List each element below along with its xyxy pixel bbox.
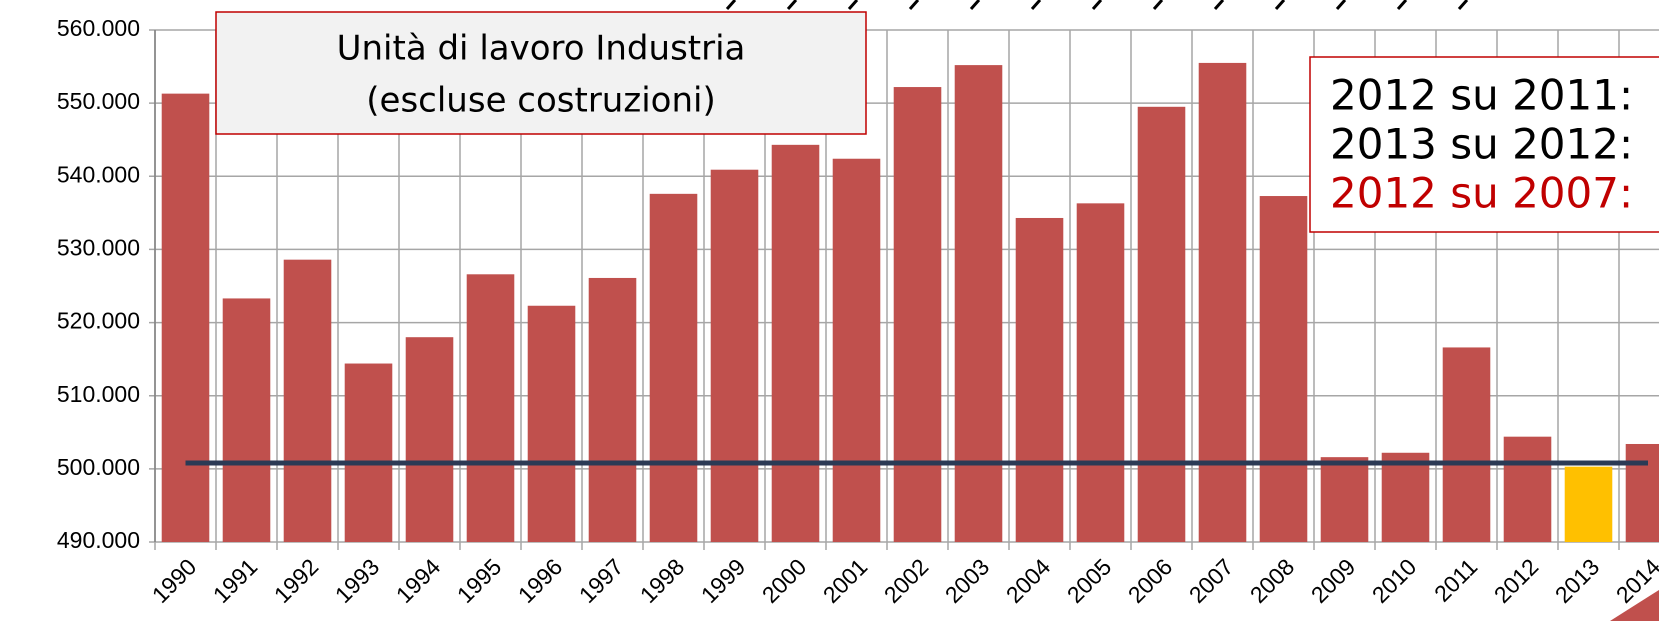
y-tick-label: 550.000: [57, 88, 140, 114]
chart-title: (escluse costruzioni): [366, 81, 715, 121]
decoration: [786, 0, 798, 10]
bar: [161, 93, 210, 543]
bar: [1320, 457, 1369, 542]
decoration: [1152, 0, 1164, 10]
decoration: [1457, 0, 1469, 10]
bar: [954, 65, 1003, 542]
decoration: [725, 0, 737, 10]
x-tick-label: 1995: [452, 553, 507, 608]
x-tick-label: 2009: [1306, 553, 1361, 608]
annotation: 2013 su 2012:: [1330, 120, 1633, 169]
decoration: [1091, 0, 1103, 10]
y-tick-label: 560.000: [57, 15, 140, 41]
bar: [649, 193, 698, 542]
y-tick-label: 500.000: [57, 454, 140, 480]
bar: [1259, 196, 1308, 542]
decoration: [1610, 590, 1659, 621]
x-tick-label: 2004: [1001, 553, 1056, 608]
x-tick-label: 1996: [513, 553, 568, 608]
annotation: 2012 su 2011:: [1330, 71, 1633, 120]
bar: [1625, 443, 1659, 542]
bar: [466, 274, 515, 542]
bar: [1564, 466, 1613, 542]
title-box: [215, 11, 867, 135]
x-tick-label: 2013: [1550, 553, 1605, 608]
x-tick-label: 1994: [391, 553, 446, 608]
bar: [283, 259, 332, 542]
decoration: [1396, 0, 1408, 10]
x-tick-label: 2001: [818, 553, 873, 608]
x-tick-label: 2008: [1245, 553, 1300, 608]
x-tick-label: 1990: [147, 553, 202, 608]
x-tick-label: 1993: [330, 553, 385, 608]
y-tick-label: 510.000: [57, 381, 140, 407]
decoration: [969, 0, 981, 10]
bar: [1503, 436, 1552, 542]
x-tick-label: 2006: [1123, 553, 1178, 608]
y-tick-label: 530.000: [57, 235, 140, 261]
x-tick-label: 2003: [940, 553, 995, 608]
bar: [710, 169, 759, 542]
x-tick-label: 1999: [696, 553, 751, 608]
bar: [1442, 347, 1491, 542]
bar: [1076, 203, 1125, 542]
bar: [1137, 106, 1186, 543]
bar: [893, 87, 942, 543]
x-tick-label: 2000: [757, 553, 812, 608]
bar: [344, 363, 393, 542]
decoration: [908, 0, 920, 10]
y-tick-label: 520.000: [57, 308, 140, 334]
x-tick-label: 1998: [635, 553, 690, 608]
decoration: [847, 0, 859, 10]
x-tick-label: 1991: [208, 553, 263, 608]
bar: [1198, 62, 1247, 543]
annotation-box: [1309, 56, 1659, 233]
x-tick-label: 1997: [574, 553, 629, 608]
x-tick-label: 2005: [1062, 553, 1117, 608]
bar: [527, 305, 576, 542]
bar: [1381, 452, 1430, 542]
bar: [588, 277, 637, 542]
y-tick-label: 540.000: [57, 161, 140, 187]
bar: [222, 298, 271, 542]
annotation: 2012 su 2007:: [1330, 169, 1633, 218]
x-tick-label: 2011: [1429, 553, 1482, 606]
chart-title: Unità di lavoro Industria: [337, 29, 746, 69]
x-tick-label: 2002: [879, 553, 934, 608]
decoration: [1335, 0, 1347, 10]
x-tick-label: 2007: [1184, 553, 1239, 608]
decoration: [1213, 0, 1225, 10]
x-tick-label: 1992: [269, 553, 324, 608]
bar: [771, 144, 820, 542]
x-tick-label: 2010: [1367, 553, 1422, 608]
bar: [405, 337, 454, 542]
x-tick-label: 2012: [1489, 553, 1544, 608]
bar: [1015, 217, 1064, 542]
decoration: [1274, 0, 1286, 10]
bar: [832, 158, 881, 542]
y-tick-label: 490.000: [57, 527, 140, 553]
decoration: [1030, 0, 1042, 10]
